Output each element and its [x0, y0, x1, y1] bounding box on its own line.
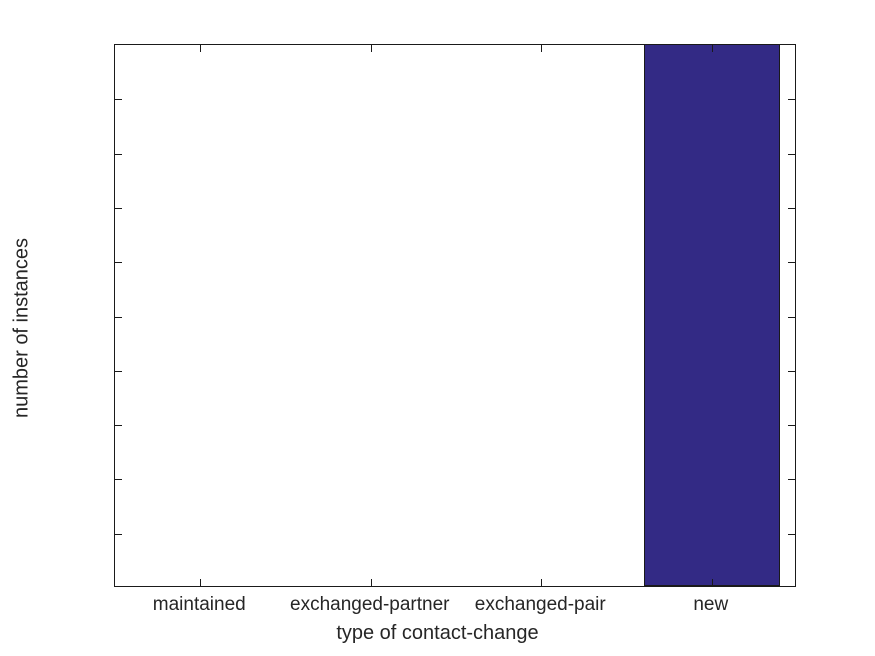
x-tick-label: exchanged-partner [290, 594, 450, 615]
x-tick-mark-top [541, 45, 543, 52]
x-axis-title: type of contact-change [336, 622, 539, 644]
x-tick-mark [711, 579, 713, 586]
plot-area [115, 45, 795, 586]
y-tick-mark [115, 370, 122, 372]
y-tick-mark-right [788, 316, 795, 318]
y-tick-mark [115, 207, 122, 209]
y-tick-mark [115, 153, 122, 155]
y-tick-mark [115, 425, 122, 427]
y-tick-mark-right [788, 207, 795, 209]
y-tick-mark-right [788, 533, 795, 535]
y-tick-mark-right [788, 99, 795, 101]
y-tick-mark-right [788, 425, 795, 427]
x-tick-mark-top [711, 45, 713, 52]
x-tick-mark [541, 579, 543, 586]
y-tick-mark [115, 533, 122, 535]
y-tick-mark [115, 99, 122, 101]
plot-axes-box [114, 44, 796, 587]
x-tick-label: maintained [152, 594, 246, 615]
x-tick-mark-top [370, 45, 372, 52]
y-tick-mark [115, 316, 122, 318]
bar-new [643, 45, 780, 586]
x-tick-label: exchanged-pair [474, 594, 606, 615]
y-axis-title-container: number of instances [0, 0, 44, 656]
x-tick-mark [370, 579, 372, 586]
y-tick-mark-right [788, 370, 795, 372]
y-tick-mark-right [788, 479, 795, 481]
y-tick-mark [115, 479, 122, 481]
y-tick-mark-right [788, 262, 795, 264]
y-axis-title: number of instances [10, 237, 33, 419]
x-tick-mark [200, 579, 202, 586]
y-tick-mark [115, 262, 122, 264]
x-tick-label: new [693, 594, 729, 615]
y-tick-mark-right [788, 153, 795, 155]
x-tick-mark-top [200, 45, 202, 52]
